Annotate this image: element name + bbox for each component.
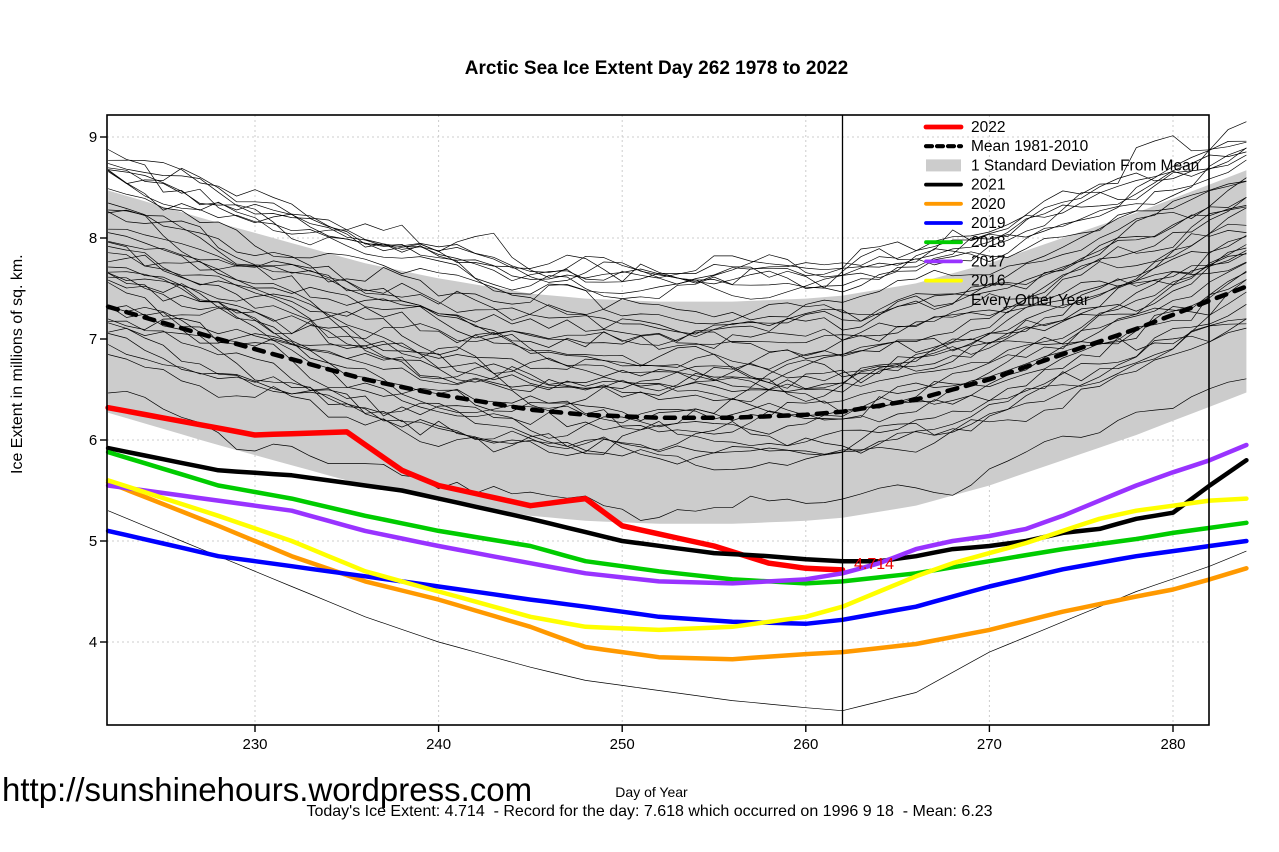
svg-text:8: 8 [89, 230, 97, 247]
svg-text:Every Other Year: Every Other Year [971, 292, 1089, 309]
svg-text:270: 270 [977, 736, 1002, 753]
svg-text:5: 5 [89, 533, 97, 550]
svg-text:1 Standard Deviation From Mean: 1 Standard Deviation From Mean [971, 157, 1199, 174]
svg-text:6: 6 [89, 432, 97, 449]
svg-text:2022: 2022 [971, 119, 1005, 136]
svg-text:Mean 1981-2010: Mean 1981-2010 [971, 138, 1089, 155]
svg-text:2020: 2020 [971, 196, 1006, 213]
svg-text:9: 9 [89, 129, 97, 146]
svg-text:2016: 2016 [971, 273, 1005, 290]
svg-text:4.714: 4.714 [854, 556, 894, 573]
svg-text:240: 240 [426, 736, 451, 753]
svg-text:2021: 2021 [971, 177, 1005, 194]
svg-text:4: 4 [89, 634, 97, 651]
svg-text:2019: 2019 [971, 215, 1005, 232]
svg-text:7: 7 [89, 331, 97, 348]
svg-text:260: 260 [793, 736, 818, 753]
svg-text:250: 250 [610, 736, 635, 753]
svg-text:230: 230 [242, 736, 267, 753]
svg-text:2017: 2017 [971, 253, 1005, 270]
svg-text:280: 280 [1160, 736, 1185, 753]
svg-text:2018: 2018 [971, 234, 1005, 251]
